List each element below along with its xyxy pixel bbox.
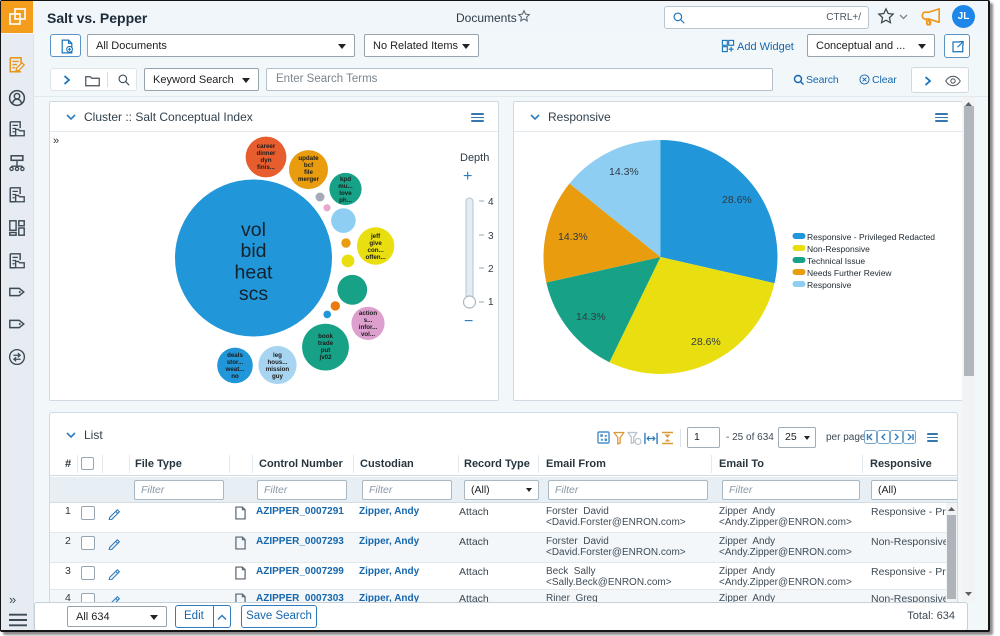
svg-text:Non-Responsive: Non-Responsive xyxy=(807,244,870,254)
svg-text:Needs Further Review: Needs Further Review xyxy=(807,268,892,278)
svg-text:3: 3 xyxy=(488,231,494,242)
svg-text:14.3%: 14.3% xyxy=(558,231,588,243)
svg-text:4: 4 xyxy=(488,197,494,208)
svg-text:28.6%: 28.6% xyxy=(722,194,752,206)
svg-text:jeff: jeff xyxy=(370,233,381,240)
svg-text:jv02: jv02 xyxy=(318,354,332,361)
svg-text:mission: mission xyxy=(266,366,290,373)
svg-text:trade: trade xyxy=(318,340,334,347)
svg-text:heat: heat xyxy=(235,262,274,284)
svg-text:vol: vol xyxy=(241,219,266,241)
svg-text:offen...: offen... xyxy=(365,254,386,261)
svg-text:merger: merger xyxy=(298,176,320,183)
svg-text:dyn: dyn xyxy=(260,157,271,164)
svg-text:ph...: ph... xyxy=(339,197,352,204)
svg-text:Responsive - Privileged Redact: Responsive - Privileged Redacted xyxy=(807,232,935,242)
svg-text:bcf: bcf xyxy=(304,162,314,169)
svg-text:scs: scs xyxy=(239,283,269,305)
svg-text:deals: deals xyxy=(227,352,243,359)
svg-text:action: action xyxy=(359,310,377,317)
svg-text:file: file xyxy=(304,169,313,176)
svg-text:mu...: mu... xyxy=(338,183,353,190)
svg-text:update: update xyxy=(298,155,319,162)
svg-text:s...: s... xyxy=(364,317,373,324)
svg-text:finis...: finis... xyxy=(257,164,275,171)
svg-text:leg: leg xyxy=(273,352,282,359)
svg-text:no: no xyxy=(231,373,239,380)
svg-text:Technical Issue: Technical Issue xyxy=(807,256,865,266)
svg-text:dinner: dinner xyxy=(257,150,276,157)
svg-text:bid: bid xyxy=(240,240,266,262)
svg-text:14.3%: 14.3% xyxy=(576,311,606,323)
svg-text:kpd: kpd xyxy=(340,176,351,183)
svg-text:hous...: hous... xyxy=(268,359,288,366)
svg-text:career: career xyxy=(257,143,276,150)
svg-text:con...: con... xyxy=(368,247,384,254)
svg-text:love: love xyxy=(339,190,352,197)
svg-text:guy: guy xyxy=(272,373,284,380)
svg-text:infor...: infor... xyxy=(359,324,378,331)
svg-text:give: give xyxy=(369,240,382,247)
svg-text:vol...: vol... xyxy=(361,331,375,338)
svg-text:weat...: weat... xyxy=(225,366,245,373)
svg-text:Responsive: Responsive xyxy=(807,280,852,290)
svg-text:1: 1 xyxy=(488,297,494,308)
svg-text:stor...: stor... xyxy=(227,359,244,366)
svg-text:28.6%: 28.6% xyxy=(691,336,721,348)
svg-text:14.3%: 14.3% xyxy=(609,166,639,178)
svg-text:put: put xyxy=(321,347,331,354)
svg-text:2: 2 xyxy=(488,264,494,275)
svg-text:book: book xyxy=(318,333,333,340)
